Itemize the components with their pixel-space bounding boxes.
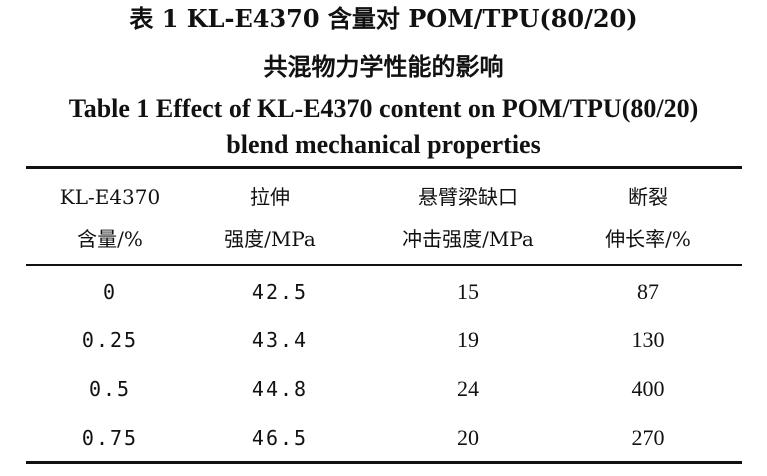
table-cell: 46.5	[251, 426, 309, 450]
table-cell: 15	[457, 279, 479, 304]
table-cell: 270	[631, 425, 665, 450]
table-cell: 20	[457, 425, 479, 450]
table-cell: 42.5	[251, 280, 309, 304]
header-impact-line1: 悬臂梁缺口	[418, 185, 518, 209]
header-content-line2: 含量/%	[77, 227, 143, 251]
table-bottom-rule	[26, 461, 742, 464]
table-cell: 44.8	[251, 377, 309, 401]
table-cell: 0	[102, 280, 118, 304]
caption-zh-line1: 表 1 KL-E4370 含量对 POM/TPU(80/20)	[129, 4, 638, 33]
table-cell: 43.4	[251, 328, 309, 352]
table-cell: 400	[631, 376, 665, 401]
table-cell: 24	[457, 376, 479, 401]
table-cell: 87	[637, 279, 659, 304]
table-cell: 0.5	[88, 377, 132, 401]
header-elongation-line1: 断裂	[628, 185, 668, 209]
table-cell: 0.25	[81, 328, 139, 352]
caption-en-line1: Table 1 Effect of KL-E4370 content on PO…	[68, 94, 699, 123]
header-content-line1: KL-E4370	[59, 185, 161, 209]
table-header-rule	[26, 264, 742, 266]
caption-zh-line2: 共混物力学性能的影响	[263, 52, 504, 81]
caption-en-line2: blend mechanical properties	[226, 130, 541, 159]
table-top-rule	[26, 166, 742, 169]
header-elongation-line2: 伸长率/%	[605, 227, 691, 251]
table-cell: 130	[631, 327, 665, 352]
header-tensile-line1: 拉伸	[250, 185, 290, 209]
table-cell: 0.75	[81, 426, 139, 450]
header-tensile-line2: 强度/MPa	[224, 227, 316, 251]
header-impact-line2: 冲击强度/MPa	[402, 227, 534, 251]
table-cell: 19	[457, 327, 479, 352]
